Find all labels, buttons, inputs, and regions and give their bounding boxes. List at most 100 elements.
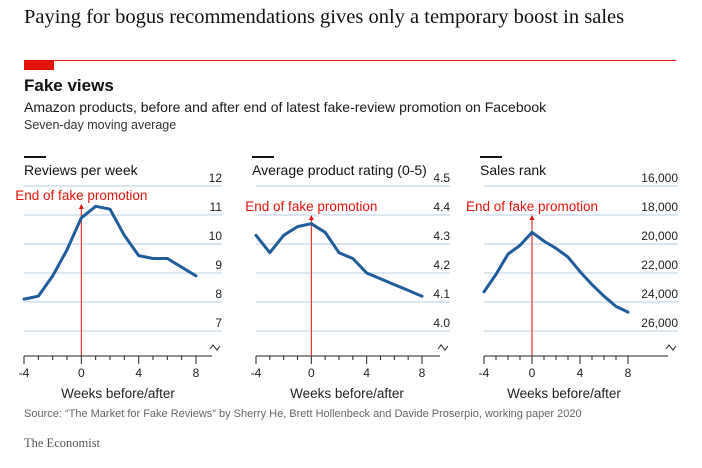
x-tick-label: 4 — [135, 366, 142, 380]
data-point — [530, 231, 534, 234]
data-point — [337, 251, 341, 254]
data-point — [494, 273, 498, 276]
y-tick-label: 16,000 — [641, 171, 678, 185]
panel-marker-sales-rank — [480, 156, 502, 158]
data-point — [626, 310, 630, 314]
panel-title-sales-rank: Sales rank — [480, 162, 547, 178]
y-tick-label: 24,000 — [641, 287, 678, 301]
data-point — [518, 244, 522, 247]
y-tick-label: 4.0 — [433, 316, 450, 330]
y-tick-label: 12 — [209, 171, 223, 185]
data-point — [137, 254, 140, 257]
data-point — [94, 205, 97, 208]
data-point — [51, 274, 54, 278]
x-axis-title: Weeks before/after — [507, 386, 621, 401]
data-point — [351, 257, 355, 260]
chart-panel-2: 4.0 4.1 4.2 4.3 4.4 4.5 -4 0 4 8 Weeks before/afte… — [243, 171, 451, 401]
chart-title: Fake views — [24, 76, 114, 95]
red-tag — [24, 61, 54, 70]
y-tick-label: 11 — [210, 200, 223, 214]
data-point — [310, 222, 313, 225]
y-tick-label: 26,000 — [641, 316, 678, 330]
chart-headline: Paying for bogus recommendations gives o… — [24, 6, 625, 28]
brand-logo: The Economist — [24, 436, 101, 450]
data-point — [506, 252, 510, 256]
data-point — [482, 290, 486, 294]
y-tick-label: 20,000 — [641, 229, 678, 243]
red-rule — [24, 60, 676, 61]
x-tick-label: 0 — [308, 366, 315, 380]
x-tick-label: 4 — [577, 366, 584, 380]
data-point — [296, 225, 299, 228]
panel-title-reviews: Reviews per week — [24, 162, 138, 178]
data-point — [542, 239, 546, 243]
y-tick-label: 22,000 — [641, 258, 678, 272]
data-point — [80, 216, 83, 220]
data-point — [365, 271, 368, 275]
data-point — [180, 266, 183, 269]
chart-note: Seven-day moving average — [24, 118, 177, 132]
x-tick-label: 0 — [78, 366, 85, 380]
series-line — [254, 222, 424, 298]
data-point — [166, 257, 169, 260]
chart-subtitle: Amazon products, before and after end of… — [24, 99, 547, 115]
y-tick-label: 7 — [215, 316, 222, 330]
y-tick-label: 4.3 — [433, 229, 450, 243]
data-point — [108, 208, 112, 211]
x-axis-title: Weeks before/after — [290, 386, 404, 401]
data-point — [37, 295, 40, 298]
annotation-label: End of fake promotion — [245, 199, 377, 214]
x-tick-label: -4 — [19, 366, 30, 380]
x-tick-label: 4 — [363, 366, 370, 380]
x-axis-title: Weeks before/after — [61, 386, 175, 401]
panel-title-rating: Average product rating (0-5) — [252, 162, 427, 178]
x-tick-label: -4 — [251, 366, 262, 380]
y-tick-label: 4.5 — [433, 171, 450, 185]
data-point — [566, 255, 570, 259]
data-point — [602, 295, 606, 298]
y-tick-label: 4.1 — [433, 287, 450, 301]
y-tick-label: 4.4 — [433, 200, 450, 214]
chart-panel-3: 16,000 18,000 20,000 22,000 24,000 26,000 -4 0 4… — [463, 171, 678, 401]
x-tick-label: 8 — [419, 366, 426, 380]
y-tick-label: 8 — [215, 287, 222, 301]
data-point — [123, 234, 126, 237]
data-point — [590, 283, 594, 286]
series-line — [22, 204, 198, 301]
data-point — [379, 277, 382, 280]
axis-break-icon — [665, 344, 677, 351]
y-tick-label: 18,000 — [641, 200, 678, 214]
annotation-arrow-icon — [78, 204, 84, 209]
data-point — [323, 231, 327, 234]
source-note: Source: “The Market for Fake Reviews” by… — [24, 408, 582, 420]
data-point — [393, 283, 396, 286]
y-tick-label: 9 — [215, 258, 222, 272]
axis-break-icon — [437, 344, 449, 351]
data-point — [22, 297, 26, 301]
x-tick-label: 8 — [625, 366, 632, 380]
annotation-arrow-icon — [308, 215, 314, 220]
x-tick-label: 8 — [193, 366, 200, 380]
data-point — [406, 289, 410, 292]
data-point — [268, 251, 272, 254]
data-point — [554, 247, 558, 250]
data-point — [578, 270, 582, 273]
panel-marker-rating — [252, 156, 274, 158]
annotation-label: End of fake promotion — [15, 188, 147, 203]
axis-break-icon — [209, 344, 221, 351]
x-tick-label: 0 — [529, 366, 536, 380]
annotation-label: End of fake promotion — [466, 199, 598, 214]
data-point — [151, 257, 155, 260]
y-tick-label: 10 — [209, 229, 223, 243]
data-point — [420, 295, 424, 298]
panel-marker-reviews — [24, 156, 46, 158]
y-tick-label: 4.2 — [433, 258, 450, 272]
annotation-arrow-icon — [529, 215, 535, 220]
data-point — [254, 234, 258, 237]
data-point — [65, 248, 69, 251]
chart-panel-1: 7 8 9 10 11 12 -4 0 4 8 Weeks before/after End of f… — [13, 171, 223, 401]
data-point — [614, 305, 618, 308]
data-point — [194, 274, 198, 278]
x-tick-label: -4 — [479, 366, 490, 380]
